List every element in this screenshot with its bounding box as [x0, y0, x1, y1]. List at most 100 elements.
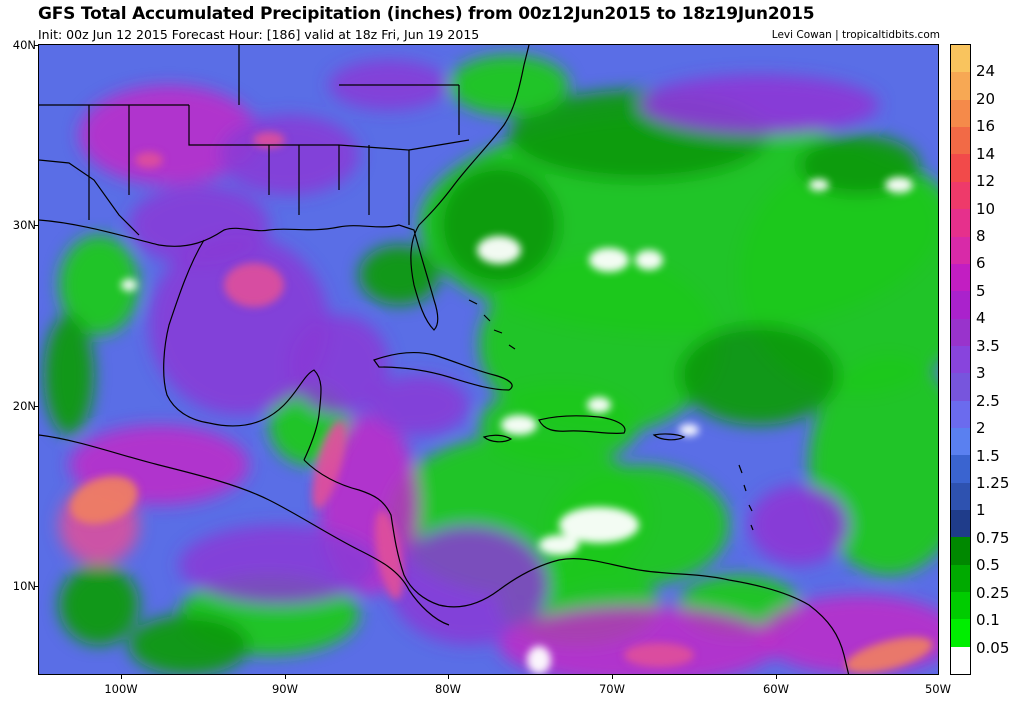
precip-area [44, 315, 94, 435]
credit-text: Levi Cowan | tropicaltidbits.com [771, 29, 940, 41]
precip-area [312, 421, 346, 509]
colorbar-label: 0.25 [976, 583, 1010, 602]
colorbar-label: 0.1 [976, 611, 1000, 630]
map-canvas [39, 45, 938, 674]
precip-area [624, 643, 694, 667]
precipitation-colorbar [950, 44, 971, 675]
map-title: GFS Total Accumulated Precipitation (inc… [38, 4, 815, 24]
colorbar-swatch [951, 564, 970, 592]
precip-area [809, 179, 829, 191]
coastline [468, 299, 516, 350]
lon-tick [121, 675, 122, 679]
lat-label-30n: 30N [12, 218, 36, 232]
precip-area [121, 279, 137, 291]
colorbar-label: 8 [976, 227, 986, 246]
lat-label-20n: 20N [12, 399, 36, 413]
colorbar-swatch [951, 127, 970, 155]
coastline [208, 369, 322, 461]
precip-area [289, 315, 389, 415]
precip-area [539, 535, 579, 555]
colorbar-swatch [951, 99, 970, 128]
precip-area [439, 165, 559, 285]
precip-area [224, 263, 284, 307]
precip-area [501, 415, 537, 435]
precip-area [885, 177, 913, 193]
lon-label-100w: 100W [104, 682, 138, 696]
colorbar-swatch [951, 646, 970, 674]
coastline [39, 434, 450, 626]
precipitation-map [38, 44, 939, 675]
colorbar-swatch [951, 455, 970, 483]
precip-area [527, 646, 551, 674]
lon-tick [448, 675, 449, 679]
lon-label-90w: 90W [271, 682, 299, 696]
precip-area [449, 55, 569, 115]
lat-label-10n: 10N [12, 579, 36, 593]
precip-area [149, 235, 329, 415]
colorbar-swatch [951, 154, 970, 182]
colorbar-swatch [951, 619, 970, 647]
colorbar-label: 1.25 [976, 473, 1010, 492]
colorbar-label: 20 [976, 89, 996, 108]
precip-area [559, 507, 639, 543]
precip-area [639, 75, 879, 135]
colorbar-label: 16 [976, 117, 996, 136]
colorbar-swatch [951, 318, 970, 346]
colorbar-label: 3.5 [976, 336, 1000, 355]
precip-area [179, 525, 379, 605]
colorbar-swatch [951, 509, 970, 538]
colorbar-swatch [951, 45, 970, 73]
lon-tick [612, 675, 613, 679]
lon-label-50w: 50W [924, 682, 952, 696]
colorbar-swatch [951, 236, 970, 264]
colorbar-swatch [951, 72, 970, 100]
precip-area [389, 525, 549, 645]
coastline [482, 434, 513, 443]
lat-tick [34, 225, 38, 226]
colorbar-swatch [951, 291, 970, 319]
precip-area [587, 397, 611, 413]
colorbar-label: 14 [976, 144, 996, 163]
precip-area [477, 236, 521, 264]
colorbar-label: 0.5 [976, 556, 1000, 575]
precip-area [679, 325, 839, 425]
colorbar-swatch [951, 181, 970, 210]
colorbar-label: 3 [976, 364, 986, 383]
lat-tick [34, 45, 38, 46]
colorbar-label: 10 [976, 199, 996, 218]
colorbar-swatch [951, 263, 970, 292]
lon-label-80w: 80W [434, 682, 462, 696]
colorbar-swatch [951, 482, 970, 510]
colorbar-label: 0.05 [976, 638, 1010, 657]
precip-area [219, 115, 359, 195]
precip-area [749, 485, 849, 565]
colorbar-swatch [951, 591, 970, 620]
precip-area [59, 565, 139, 645]
coastline [538, 415, 626, 435]
colorbar-label: 2.5 [976, 391, 1000, 410]
colorbar-label: 1 [976, 501, 986, 520]
precip-area [253, 132, 285, 148]
precip-area [79, 85, 259, 185]
colorbar-swatch [951, 537, 970, 565]
colorbar-swatch [951, 400, 970, 428]
precip-area [679, 424, 699, 436]
coastline [39, 45, 530, 331]
precip-area [135, 152, 163, 168]
colorbar-swatch [951, 427, 970, 456]
colorbar-label: 24 [976, 62, 996, 81]
coastline [652, 433, 686, 441]
lon-label-70w: 70W [598, 682, 626, 696]
colorbar-swatch [951, 373, 970, 401]
precip-area [369, 375, 469, 435]
lon-tick [776, 675, 777, 679]
colorbar-swatch [951, 345, 970, 374]
precip-area [635, 250, 663, 270]
coastline [39, 159, 140, 236]
colorbar-label: 4 [976, 309, 986, 328]
lon-label-60w: 60W [762, 682, 790, 696]
colorbar-label: 6 [976, 254, 986, 273]
colorbar-swatch [951, 209, 970, 237]
coastline [39, 45, 470, 225]
precip-area [129, 185, 269, 265]
